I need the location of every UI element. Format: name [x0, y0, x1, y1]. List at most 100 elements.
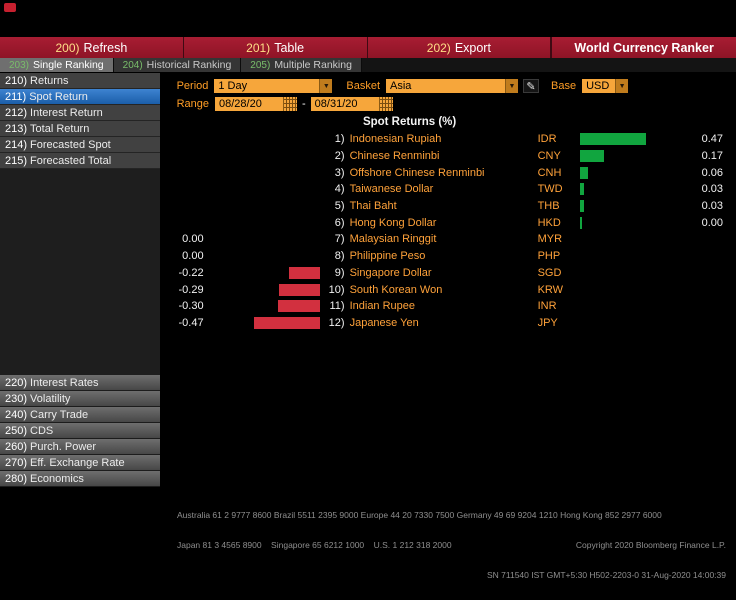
tab-bar: 203) Single Ranking 204) Historical Ranking…: [0, 58, 736, 73]
negative-bar-zone: [204, 281, 320, 298]
currency-row[interactable]: 4) Taiwanese Dollar TWD 0.03: [160, 181, 736, 198]
positive-bar: [579, 150, 604, 163]
sidebar-item-purch-power[interactable]: 260) Purch. Power: [0, 439, 160, 455]
currency-row[interactable]: -0.30 11) Indian Rupee INR: [160, 298, 736, 315]
positive-bar-zone: [580, 281, 702, 298]
chart-title: Spot Returns (%): [362, 116, 457, 128]
positive-value-label: 0.00: [701, 216, 723, 229]
tab-historical-ranking[interactable]: 204) Historical Ranking: [113, 58, 242, 72]
negative-bar-zone: [204, 148, 320, 165]
currency-rank: 7): [334, 233, 345, 246]
sidebar-item-forecasted-total[interactable]: 215) Forecasted Total: [0, 153, 160, 169]
currency-row[interactable]: -0.22 9) Singapore Dollar SGD: [160, 265, 736, 282]
currency-code: SGD: [537, 266, 562, 279]
sidebar-item-interest-rates[interactable]: 220) Interest Rates: [0, 375, 160, 391]
chevron-down-icon[interactable]: ▼: [615, 79, 629, 93]
currency-name: Indonesian Rupiah: [349, 133, 442, 146]
panel-menu-icon[interactable]: [4, 3, 16, 12]
sidebar-item-forecasted-spot[interactable]: 214) Forecasted Spot: [0, 137, 160, 153]
currency-code: PHP: [537, 250, 561, 263]
menu-label: Table: [274, 40, 305, 55]
currency-row[interactable]: 2) Chinese Renminbi CNY 0.17: [160, 148, 736, 165]
positive-bar-zone: [579, 181, 702, 198]
base-currency-dropdown[interactable]: USD ▼: [582, 79, 629, 93]
currency-row[interactable]: 6) Hong Kong Dollar HKD 0.00: [160, 214, 736, 231]
controls-row-2: Range 08/28/20 - 08/31/20: [177, 96, 736, 112]
chevron-down-icon[interactable]: ▼: [319, 79, 333, 93]
sidebar-item-cds[interactable]: 250) CDS: [0, 423, 160, 439]
currency-code: CNY: [537, 150, 561, 163]
currency-rank: 6): [334, 216, 345, 229]
menu-label: Export: [454, 40, 491, 55]
sidebar-item-eff-exchange-rate[interactable]: 270) Eff. Exchange Rate: [0, 455, 160, 471]
negative-bar-zone: [204, 181, 320, 198]
sidebar-item-label: Total Return: [30, 123, 90, 135]
sidebar-item-label: Spot Return: [29, 91, 88, 103]
currency-code: IDR: [537, 133, 557, 146]
sidebar-item-label: Forecasted Spot: [30, 139, 111, 151]
positive-bar-zone: [579, 214, 702, 231]
sidebar-item-number: 220): [5, 377, 28, 389]
menu-number: 200): [55, 40, 80, 55]
tab-single-ranking[interactable]: 203) Single Ranking: [0, 58, 114, 72]
positive-bar-zone: [580, 298, 702, 315]
currency-name: South Korean Won: [349, 283, 443, 296]
range-start-value: 08/28/20: [219, 98, 262, 110]
sidebar-item-economics[interactable]: 280) Economics: [0, 471, 160, 487]
currency-name: Philippine Peso: [349, 250, 426, 263]
currency-row[interactable]: 1) Indonesian Rupiah IDR 0.47: [160, 131, 736, 148]
currency-row[interactable]: 3) Offshore Chinese Renminbi CNH 0.06: [160, 164, 736, 181]
currency-row[interactable]: -0.29 10) South Korean Won KRW: [160, 281, 736, 298]
sidebar-item-returns[interactable]: 210) Returns: [0, 73, 160, 89]
currency-name: Taiwanese Dollar: [349, 183, 434, 196]
tab-multiple-ranking[interactable]: 205) Multiple Ranking: [241, 58, 362, 72]
footer-line-2: Japan 81 3 4565 8900 Singapore 65 6212 1…: [177, 540, 452, 550]
sidebar-item-total-return[interactable]: 213) Total Return: [0, 121, 160, 137]
calendar-icon[interactable]: [283, 97, 297, 111]
sidebar-item-volatility[interactable]: 230) Volatility: [0, 391, 160, 407]
currency-name: Hong Kong Dollar: [349, 216, 437, 229]
chevron-down-icon[interactable]: ▼: [505, 79, 519, 93]
currency-row[interactable]: -0.47 12) Japanese Yen JPY: [160, 315, 736, 332]
positive-bar: [579, 216, 582, 229]
negative-bar-zone: [204, 265, 320, 282]
status-footer: Australia 61 2 9777 8600 Brazil 5511 239…: [0, 487, 736, 600]
menubar-button-export[interactable]: 202) Export: [368, 37, 552, 58]
tab-label: Multiple Ranking: [274, 59, 352, 71]
currency-code: HKD: [537, 216, 561, 229]
positive-bar: [579, 133, 646, 146]
currency-row[interactable]: 0.00 7) Malaysian Ringgit MYR: [160, 231, 736, 248]
sidebar-item-label: Carry Trade: [30, 409, 89, 421]
calendar-icon[interactable]: [378, 97, 393, 111]
top-black-bar: [0, 0, 736, 37]
negative-bar-zone: [204, 298, 320, 315]
positive-bar: [579, 166, 588, 179]
edit-basket-button[interactable]: ✎: [523, 79, 540, 93]
currency-row[interactable]: 0.00 8) Philippine Peso PHP: [160, 248, 736, 265]
menubar-button-table[interactable]: 201) Table: [184, 37, 368, 58]
sidebar-item-number: 211): [5, 91, 27, 103]
currency-rank: 1): [334, 133, 345, 146]
currency-rank: 11): [329, 300, 345, 313]
basket-dropdown[interactable]: Asia ▼: [386, 79, 519, 93]
negative-bar-zone: [204, 231, 320, 248]
sidebar-item-spot-return[interactable]: 211) Spot Return: [0, 89, 160, 105]
sidebar-item-carry-trade[interactable]: 240) Carry Trade: [0, 407, 160, 423]
currency-name: Thai Baht: [349, 200, 397, 213]
currency-name: Chinese Renminbi: [349, 150, 440, 163]
range-start-input[interactable]: 08/28/20: [215, 97, 283, 111]
sidebar-item-number: 240): [5, 409, 28, 421]
negative-bar-zone: [204, 164, 320, 181]
period-dropdown[interactable]: 1 Day ▼: [214, 79, 333, 93]
range-end-input[interactable]: 08/31/20: [310, 97, 379, 111]
currency-rank: 3): [334, 166, 345, 179]
sidebar-item-label: Interest Return: [30, 107, 103, 119]
sidebar-item-number: 280): [5, 473, 28, 485]
menubar-button-refresh[interactable]: 200) Refresh: [0, 37, 184, 58]
currency-rank: 5): [334, 200, 345, 213]
sidebar-item-number: 214): [5, 139, 28, 151]
sidebar-item-interest-return[interactable]: 212) Interest Return: [0, 105, 160, 121]
negative-value-label: -0.47: [178, 316, 204, 329]
currency-name: Offshore Chinese Renminbi: [349, 166, 485, 179]
currency-row[interactable]: 5) Thai Baht THB 0.03: [160, 198, 736, 215]
